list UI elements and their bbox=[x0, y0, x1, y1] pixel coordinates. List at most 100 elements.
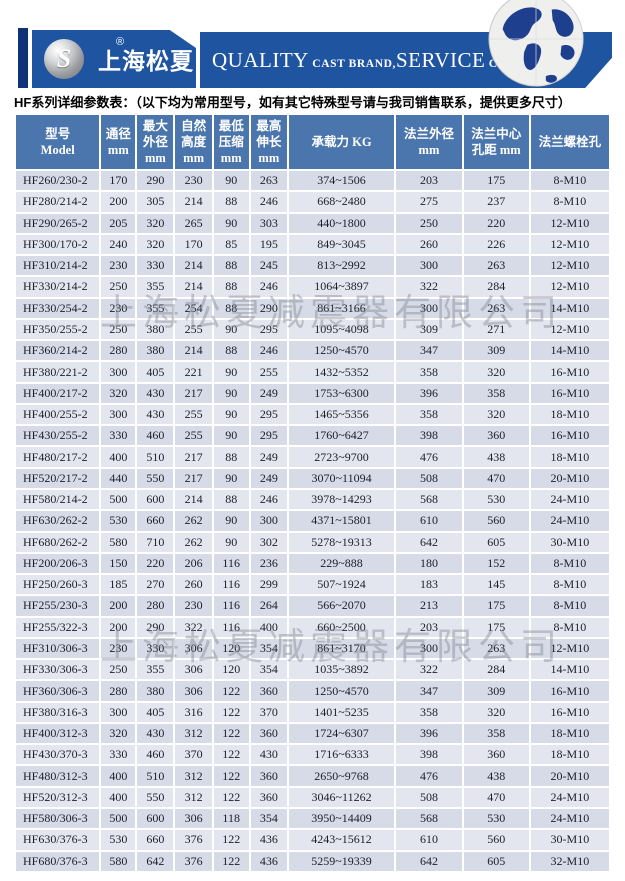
value-cell: 309 bbox=[461, 339, 531, 363]
value-cell: 376 bbox=[173, 849, 214, 873]
value-cell: 322 bbox=[394, 658, 464, 682]
value-cell: 90 bbox=[211, 424, 251, 448]
value-cell: 175 bbox=[461, 168, 531, 193]
value-cell: 861~3170 bbox=[286, 636, 397, 661]
model-cell: HF255/230-3 bbox=[13, 594, 102, 618]
model-cell: HF330/214-2 bbox=[13, 275, 102, 299]
value-cell: 30-M10 bbox=[528, 530, 612, 554]
value-cell: 1760~6427 bbox=[286, 424, 397, 448]
value-cell: 122 bbox=[211, 679, 251, 703]
value-cell: 3978~14293 bbox=[286, 487, 397, 512]
value-cell: 306 bbox=[173, 658, 214, 682]
value-cell: 300 bbox=[394, 296, 464, 320]
value-cell: 229~888 bbox=[286, 551, 397, 576]
table-row: HF400/217-2 320 430 217 90 249 1753~6300 396 358… bbox=[13, 381, 612, 405]
value-cell: 203 bbox=[394, 168, 464, 193]
value-cell: 8-M10 bbox=[528, 615, 612, 639]
value-cell: 400 bbox=[99, 785, 138, 809]
value-cell: 320 bbox=[461, 360, 531, 384]
model-cell: HF250/260-3 bbox=[13, 573, 102, 597]
value-cell: 299 bbox=[248, 573, 289, 597]
table-row: HF310/306-3 230 330 306 120 354 861~3170 300 263… bbox=[13, 636, 612, 661]
value-cell: 440 bbox=[99, 466, 138, 490]
value-cell: 436 bbox=[248, 849, 289, 873]
model-cell: HF380/221-2 bbox=[13, 360, 102, 384]
value-cell: 460 bbox=[135, 743, 176, 767]
value-cell: 813~2992 bbox=[286, 254, 397, 278]
value-cell: 380 bbox=[135, 679, 176, 703]
value-cell: 150 bbox=[99, 551, 138, 576]
value-cell: 312 bbox=[173, 764, 214, 788]
value-cell: 605 bbox=[461, 530, 531, 554]
value-cell: 1064~3897 bbox=[286, 275, 397, 299]
value-cell: 3950~14409 bbox=[286, 806, 397, 831]
model-cell: HF630/376-3 bbox=[13, 828, 102, 852]
model-cell: HF580/214-2 bbox=[13, 487, 102, 512]
value-cell: 88 bbox=[211, 254, 251, 278]
model-cell: HF380/316-3 bbox=[13, 700, 102, 724]
value-cell: 200 bbox=[99, 594, 138, 618]
model-cell: HF480/312-3 bbox=[13, 764, 102, 788]
value-cell: 263 bbox=[461, 254, 531, 278]
value-cell: 330 bbox=[135, 636, 176, 661]
value-cell: 88 bbox=[211, 339, 251, 363]
value-cell: 230 bbox=[99, 254, 138, 278]
company-logo: S ® 上海松夏 bbox=[32, 30, 196, 88]
value-cell: 600 bbox=[135, 806, 176, 831]
model-cell: HF360/214-2 bbox=[13, 339, 102, 363]
table-row: HF680/262-2 580 710 262 90 302 5278~19313 642 60… bbox=[13, 530, 612, 554]
value-cell: 510 bbox=[135, 445, 176, 469]
value-cell: 195 bbox=[248, 232, 289, 257]
column-header: 最大 外径 mm bbox=[135, 113, 176, 171]
value-cell: 18-M10 bbox=[528, 402, 612, 427]
value-cell: 396 bbox=[394, 381, 464, 405]
value-cell: 122 bbox=[211, 721, 251, 746]
model-cell: HF400/255-2 bbox=[13, 402, 102, 427]
value-cell: 260 bbox=[173, 573, 214, 597]
value-cell: 610 bbox=[394, 828, 464, 852]
value-cell: 88 bbox=[211, 275, 251, 299]
table-row: HF400/312-3 320 430 312 122 360 1724~6307 396 35… bbox=[13, 721, 612, 746]
value-cell: 470 bbox=[461, 466, 531, 490]
value-cell: 90 bbox=[211, 381, 251, 405]
value-cell: 24-M10 bbox=[528, 785, 612, 809]
value-cell: 358 bbox=[461, 721, 531, 746]
value-cell: 214 bbox=[173, 190, 214, 214]
column-header: 最低 压缩 mm bbox=[211, 113, 251, 171]
table-row: HF255/230-3 200 280 230 116 264 566~2070 213 175… bbox=[13, 594, 612, 618]
value-cell: 264 bbox=[248, 594, 289, 618]
value-cell: 500 bbox=[99, 806, 138, 831]
table-row: HF330/214-2 250 355 214 88 246 1064~3897 322 284… bbox=[13, 275, 612, 299]
value-cell: 250 bbox=[99, 275, 138, 299]
model-cell: HF430/370-3 bbox=[13, 743, 102, 767]
value-cell: 530 bbox=[461, 806, 531, 831]
value-cell: 460 bbox=[135, 424, 176, 448]
value-cell: 330 bbox=[99, 424, 138, 448]
value-cell: 1250~4570 bbox=[286, 339, 397, 363]
model-cell: HF630/262-2 bbox=[13, 509, 102, 533]
value-cell: 322 bbox=[173, 615, 214, 639]
value-cell: 170 bbox=[99, 168, 138, 193]
value-cell: 306 bbox=[173, 679, 214, 703]
value-cell: 605 bbox=[461, 849, 531, 873]
table-row: HF520/312-3 400 550 312 122 360 3046~11262 508 4… bbox=[13, 785, 612, 809]
table-row: HF330/306-3 250 355 306 120 354 1035~3892 322 28… bbox=[13, 658, 612, 682]
value-cell: 18-M10 bbox=[528, 445, 612, 469]
value-cell: 360 bbox=[248, 721, 289, 746]
value-cell: 20-M10 bbox=[528, 466, 612, 490]
value-cell: 170 bbox=[173, 232, 214, 257]
value-cell: 370 bbox=[173, 743, 214, 767]
value-cell: 566~2070 bbox=[286, 594, 397, 618]
value-cell: 255 bbox=[173, 424, 214, 448]
value-cell: 200 bbox=[99, 615, 138, 639]
value-cell: 8-M10 bbox=[528, 190, 612, 214]
value-cell: 300 bbox=[394, 254, 464, 278]
value-cell: 271 bbox=[461, 317, 531, 342]
navy-accent-bar bbox=[18, 28, 28, 88]
value-cell: 203 bbox=[394, 615, 464, 639]
table-row: HF290/265-2 205 320 265 90 303 440~1800 250 220 1… bbox=[13, 211, 612, 235]
value-cell: 510 bbox=[135, 764, 176, 788]
model-cell: HF260/230-2 bbox=[13, 168, 102, 193]
value-cell: 1716~6333 bbox=[286, 743, 397, 767]
value-cell: 88 bbox=[211, 296, 251, 320]
